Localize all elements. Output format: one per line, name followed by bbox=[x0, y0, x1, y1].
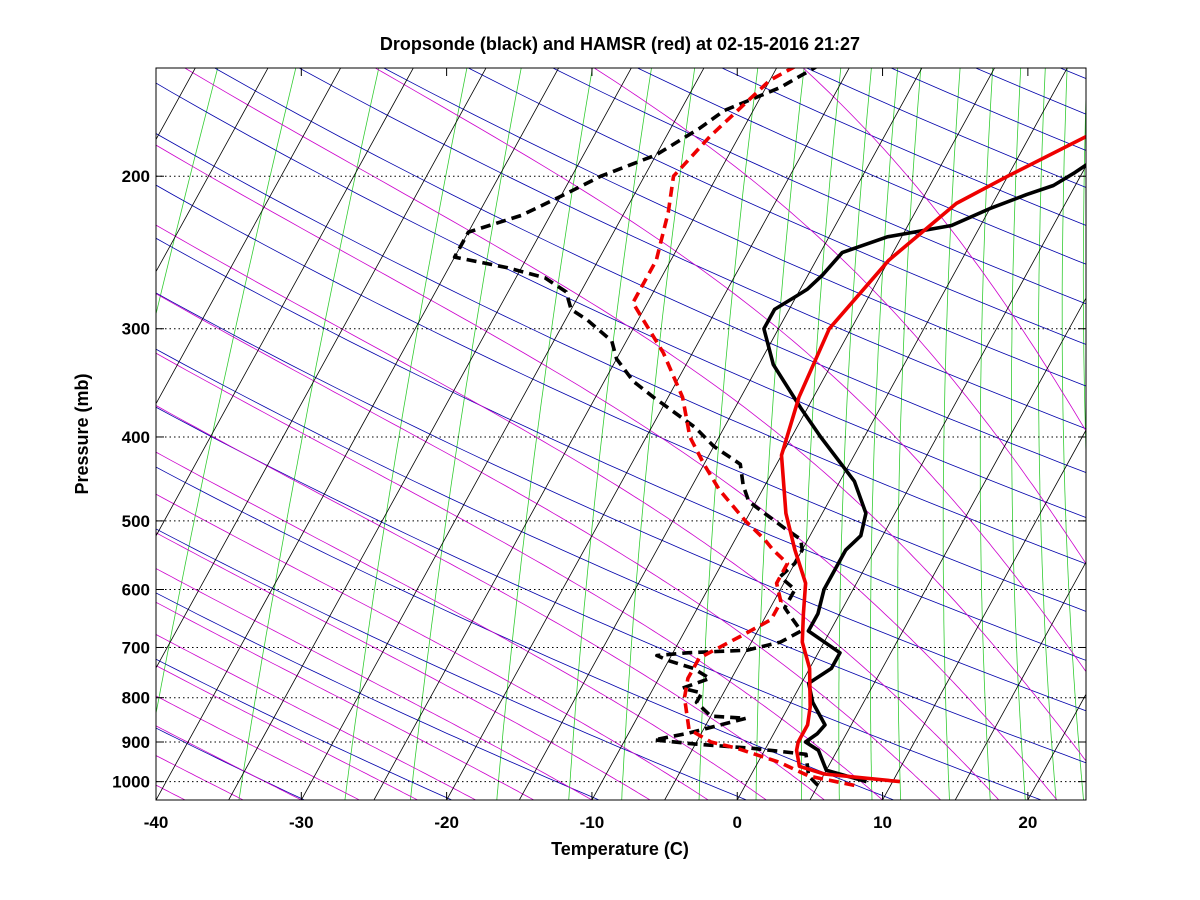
isotherm-line bbox=[1167, 14, 1200, 810]
mixing-ratio-line bbox=[897, 68, 922, 800]
y-tick-label: 1000 bbox=[112, 773, 150, 792]
mixing-ratio-line bbox=[496, 68, 593, 800]
dry-adiabat-line bbox=[1165, 42, 1200, 804]
isotherm-line bbox=[156, 68, 342, 405]
dry-adiabat-line bbox=[298, 68, 1086, 430]
x-tick-label: -40 bbox=[144, 813, 169, 832]
y-tick-label: 500 bbox=[122, 512, 150, 531]
mixing-ratio-line bbox=[344, 68, 468, 800]
dry-adiabat-line bbox=[382, 68, 1086, 387]
moist-adiabat-line bbox=[0, 42, 11, 800]
isotherm-line bbox=[954, 561, 1086, 800]
dry-adiabat-line bbox=[156, 658, 453, 800]
moist-adiabat-line bbox=[156, 293, 941, 800]
isotherm-line bbox=[1095, 14, 1200, 810]
moist-adiabat-line bbox=[184, 68, 1086, 762]
plot-area bbox=[156, 68, 1086, 800]
dry-adiabat-line bbox=[156, 466, 895, 800]
moist-adiabat-line bbox=[156, 665, 418, 800]
thermo-background-lines bbox=[0, 14, 1200, 810]
x-axis-label: Temperature (C) bbox=[551, 839, 689, 859]
x-tick-label: -20 bbox=[434, 813, 459, 832]
dry-adiabat-line bbox=[1082, 42, 1200, 804]
moist-adiabat-line bbox=[156, 695, 360, 800]
x-tick-label: 20 bbox=[1018, 813, 1037, 832]
pressure-grid bbox=[156, 175, 1086, 783]
dry-adiabat-line bbox=[156, 133, 1086, 565]
profile-series bbox=[452, 68, 1086, 788]
moist-adiabat-line bbox=[802, 68, 1086, 432]
dry-adiabat-line bbox=[156, 727, 306, 800]
mixing-ratio-line bbox=[979, 68, 994, 800]
isotherm-line bbox=[882, 429, 1086, 800]
y-tick-label: 400 bbox=[122, 428, 150, 447]
y-tick-label: 200 bbox=[122, 167, 150, 186]
moist-adiabat-line bbox=[0, 42, 127, 800]
isotherm-line bbox=[156, 68, 487, 669]
x-axis-ticks: -40 -30 -20 -10 0 10 20 bbox=[144, 68, 1037, 832]
mixing-ratio-line bbox=[1177, 42, 1200, 804]
isotherm-line bbox=[664, 68, 1068, 800]
mixing-ratio-line bbox=[1150, 42, 1189, 804]
isotherm-line bbox=[809, 297, 1086, 800]
mixing-ratio-line bbox=[698, 68, 759, 800]
moist-adiabat-line bbox=[156, 568, 593, 800]
dry-adiabat-line bbox=[156, 592, 601, 800]
y-axis-label: Pressure (mb) bbox=[72, 373, 92, 494]
plot-frame bbox=[155, 67, 1087, 801]
series-2-line bbox=[452, 68, 820, 787]
dry-adiabat-line bbox=[0, 42, 17, 804]
mixing-ratio-line bbox=[755, 68, 805, 800]
series-4-line bbox=[631, 68, 855, 788]
dry-adiabat-line bbox=[156, 184, 1086, 612]
x-tick-label: -10 bbox=[580, 813, 605, 832]
moist-adiabat-line bbox=[374, 68, 1086, 673]
x-tick-label: -30 bbox=[289, 813, 314, 832]
moist-adiabat-line bbox=[156, 532, 651, 800]
y-tick-label: 900 bbox=[122, 733, 150, 752]
isotherm-line bbox=[736, 165, 1086, 800]
series-3-line bbox=[779, 134, 1086, 784]
isotherm-line bbox=[156, 68, 414, 537]
x-tick-label: 10 bbox=[873, 813, 892, 832]
moist-adiabat-line bbox=[156, 634, 476, 800]
moist-adiabat-line bbox=[593, 68, 1086, 565]
moist-adiabat-line bbox=[156, 601, 534, 800]
mixing-ratio-line bbox=[1061, 68, 1084, 800]
mixing-ratio-line bbox=[621, 68, 696, 800]
dry-adiabat-line bbox=[156, 528, 748, 800]
y-axis-ticks: 200 300 400 500 600 700 800 900 1000 bbox=[112, 167, 1086, 792]
isotherm-line bbox=[518, 68, 923, 800]
isotherm-line bbox=[0, 14, 7, 810]
mixing-ratio-line bbox=[1011, 68, 1026, 800]
moist-adiabat-line bbox=[156, 725, 302, 800]
chart-title: Dropsonde (black) and HAMSR (red) at 02-… bbox=[380, 34, 860, 54]
moist-adiabat-line bbox=[156, 224, 1000, 800]
dry-adiabat-line bbox=[156, 82, 1086, 519]
isotherm-line bbox=[300, 68, 705, 800]
mixing-ratio-line bbox=[156, 68, 297, 716]
isotherm-line bbox=[156, 68, 269, 273]
y-tick-label: 600 bbox=[122, 580, 150, 599]
mixing-ratio-line bbox=[870, 68, 899, 800]
isotherm-line bbox=[446, 68, 850, 800]
isotherm-line bbox=[228, 68, 632, 800]
mixing-ratio-line bbox=[1120, 42, 1153, 804]
y-tick-label: 800 bbox=[122, 689, 150, 708]
mixing-ratio-line bbox=[1082, 83, 1086, 465]
y-tick-label: 700 bbox=[122, 638, 150, 657]
isotherm-line bbox=[373, 68, 778, 800]
dry-adiabat-line bbox=[213, 68, 1086, 474]
y-tick-label: 300 bbox=[122, 320, 150, 339]
moist-adiabat-line bbox=[156, 493, 709, 800]
isotherm-line bbox=[156, 68, 560, 800]
isotherm-line bbox=[0, 14, 80, 810]
x-tick-label: 0 bbox=[733, 813, 742, 832]
moist-adiabat-line bbox=[156, 352, 883, 800]
dry-adiabat-line bbox=[467, 68, 1086, 345]
moist-adiabat-line bbox=[0, 42, 69, 800]
